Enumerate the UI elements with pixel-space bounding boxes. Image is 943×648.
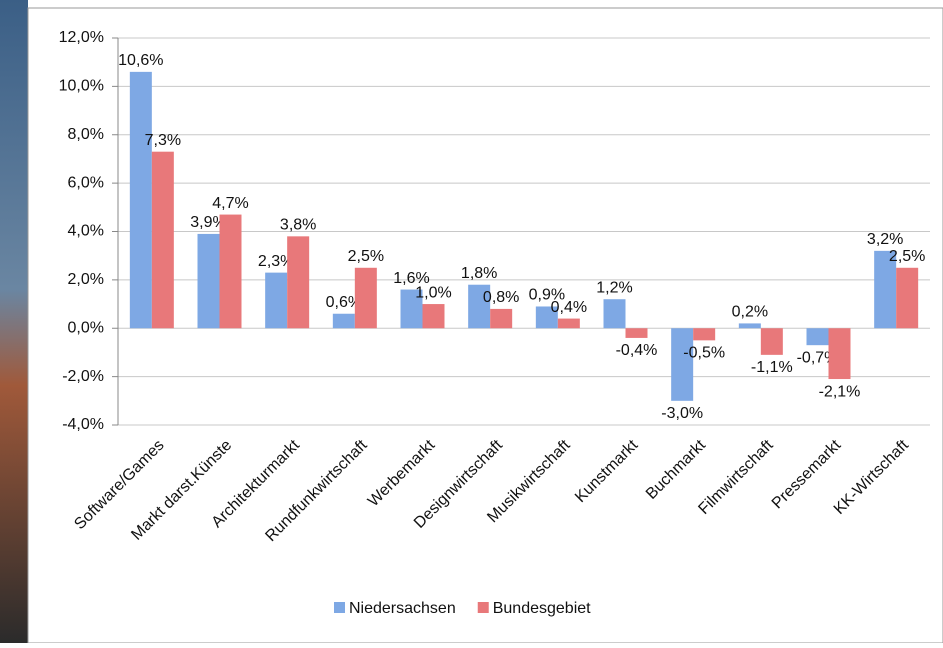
value-label: -0,4% <box>616 342 658 359</box>
bar <box>896 268 918 328</box>
bar <box>333 314 355 329</box>
bar <box>152 152 174 329</box>
bar <box>220 215 242 329</box>
legend-swatch <box>478 602 489 613</box>
chart: -4,0% -2,0% 0,0% 2,0% 4,0% 6,0% 8,0% 10,0% 12,0%… <box>0 0 943 643</box>
bar <box>604 299 626 328</box>
value-label: 2,5% <box>348 248 384 265</box>
bar <box>626 328 648 338</box>
page: {"chart_data": {"type": "bar", "categori… <box>0 0 943 643</box>
bar <box>490 309 512 328</box>
value-label: -0,5% <box>683 345 725 362</box>
y-tick-label: 12,0% <box>59 29 104 46</box>
bar <box>558 319 580 329</box>
value-label: 4,7% <box>212 195 248 212</box>
y-tick-label: 6,0% <box>68 174 104 191</box>
value-label: 0,2% <box>732 304 768 321</box>
background-photo-strip <box>0 0 28 643</box>
legend-label: Niedersachsen <box>349 600 456 617</box>
bar <box>355 268 377 328</box>
y-tick-label: 2,0% <box>68 271 104 288</box>
bar <box>130 72 152 328</box>
y-tick-label: 4,0% <box>68 223 104 240</box>
bar <box>287 236 309 328</box>
bar <box>423 304 445 328</box>
value-label: 7,3% <box>145 132 181 149</box>
bar <box>807 328 829 345</box>
value-label: -3,0% <box>661 405 703 422</box>
bar <box>829 328 851 379</box>
value-label: 1,8% <box>461 265 497 282</box>
bar <box>693 328 715 340</box>
value-label: 0,4% <box>551 299 587 316</box>
legend-swatch <box>334 602 345 613</box>
legend-label: Bundesgebiet <box>493 600 591 617</box>
y-tick-label: -2,0% <box>62 368 104 385</box>
value-label: 10,6% <box>118 52 163 69</box>
value-label: 1,0% <box>415 284 451 301</box>
y-tick-label: -4,0% <box>62 416 104 433</box>
y-tick-label: 10,0% <box>59 78 104 95</box>
bar <box>761 328 783 355</box>
bar <box>739 323 761 328</box>
value-label: 1,2% <box>596 279 632 296</box>
value-label: 2,5% <box>889 248 925 265</box>
bar <box>671 328 693 401</box>
value-label: 3,2% <box>867 231 903 248</box>
y-tick-label: 8,0% <box>68 126 104 143</box>
value-label: 3,8% <box>280 217 316 234</box>
value-label: -2,1% <box>819 383 861 400</box>
value-label: 0,8% <box>483 289 519 306</box>
value-label: -1,1% <box>751 359 793 376</box>
bar <box>265 273 287 329</box>
bar <box>198 234 220 328</box>
y-tick-label: 0,0% <box>68 319 104 336</box>
